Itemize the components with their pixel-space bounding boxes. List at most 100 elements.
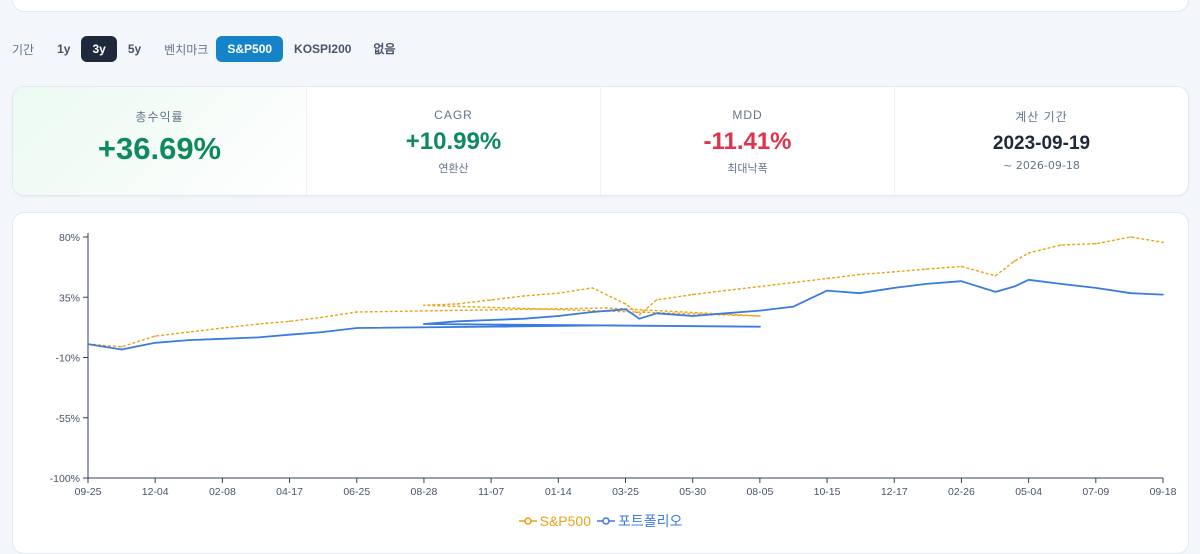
portfolio-point-04-20 <box>1013 285 1016 288</box>
x-tick-label: 09-18 <box>1150 486 1177 498</box>
x-tick-label: 01-14 <box>545 486 572 498</box>
portfolio-point-08-15 <box>1130 292 1132 295</box>
sp500-point-05-04 <box>1027 252 1030 254</box>
sp500-point-01-06 <box>187 331 190 333</box>
y-tick-label: -10% <box>55 353 80 365</box>
legend-marker-portfolio <box>596 517 615 525</box>
sp500-point-12-17 <box>893 271 896 273</box>
total-return-value: +36.69% <box>97 131 222 166</box>
calc-period-title: 계산 기간 <box>1015 110 1068 124</box>
period-5y-button[interactable]: 5y <box>127 42 142 56</box>
calc-period-start: 2023-09-19 <box>992 133 1091 154</box>
sp500-point-07-01 <box>724 289 727 292</box>
legend-label-sp500: S&P500 <box>539 513 591 529</box>
sp500-point-02-08 <box>221 327 224 329</box>
portfolio-point-07-20 <box>605 324 608 327</box>
portfolio-point-10-02 <box>456 320 459 323</box>
portfolio-point-05-20 <box>321 331 323 333</box>
portfolio-point-08-28 <box>423 323 425 325</box>
x-tick-label: 10-15 <box>814 486 841 498</box>
legend-marker-sp500 <box>518 517 537 525</box>
sp500-point-08-05 <box>759 285 761 288</box>
portfolio-point-12-04 <box>154 341 156 344</box>
cagr-value: +10.99% <box>405 128 502 155</box>
sp500-point-12-10 <box>523 295 526 297</box>
sp500-point-08-05 <box>759 315 761 317</box>
sp500-point-09-10 <box>792 281 795 284</box>
sp500-point-08-28 <box>423 304 425 307</box>
legend-item-sp500[interactable]: S&P500 <box>518 511 591 531</box>
portfolio-point-05-04 <box>1027 279 1030 281</box>
total-return-title: 총수익률 <box>135 110 184 124</box>
portfolio-point-05-30 <box>691 315 694 317</box>
portfolio-point-07-09 <box>1095 287 1097 289</box>
mdd-title: MDD <box>732 108 763 122</box>
benchmark-none-button[interactable]: 없음 <box>373 42 396 56</box>
y-tick-label: 35% <box>59 292 80 304</box>
mdd-value: -11.41% <box>703 128 792 155</box>
portfolio-point-03-31 <box>994 291 997 293</box>
x-tick-label: 06-25 <box>343 486 370 498</box>
sp500-point-10-15 <box>826 277 828 280</box>
portfolio-point-04-17 <box>288 333 291 336</box>
portfolio-point-08-05 <box>759 325 761 328</box>
portfolio-point-12-10 <box>523 317 526 320</box>
series-line-portfolio <box>87 278 1164 351</box>
x-tick-label: 08-28 <box>411 486 438 498</box>
y-tick-label: -55% <box>55 413 80 425</box>
sp500-point-08-15 <box>1130 236 1132 238</box>
portfolio-point-07-01 <box>724 312 727 315</box>
x-tick-label: 03-25 <box>612 486 639 498</box>
mdd-sub: 최대낙폭 <box>727 162 768 175</box>
portfolio-point-09-10 <box>792 305 795 308</box>
sp500-point-01-20 <box>925 268 928 270</box>
sp500-point-02-20 <box>591 287 594 289</box>
portfolio-point-06-05 <box>1059 283 1062 285</box>
portfolio-point-09-18 <box>1162 293 1164 296</box>
legend-item-portfolio[interactable]: 포트폴리오 <box>596 511 683 531</box>
period-label: 기간 <box>12 42 35 57</box>
sp500-point-10-02 <box>456 303 459 305</box>
portfolio-point-09-25 <box>87 343 89 345</box>
series-line-sp500 <box>87 236 1164 348</box>
sp500-point-04-17 <box>288 320 291 323</box>
x-tick-label: 12-04 <box>142 486 169 498</box>
calc-period-stat: 계산 기간 2023-09-19 ~ 2026-09-18 <box>895 87 1188 195</box>
sp500-point-09-18 <box>1162 241 1164 244</box>
period-3y-button[interactable]: 3y <box>81 36 117 62</box>
y-tick-label: -100% <box>50 473 80 485</box>
x-tick-label: 02-26 <box>948 486 975 498</box>
sp500-point-04-08 <box>638 313 641 316</box>
portfolio-point-04-25 <box>655 312 658 315</box>
portfolio-point-08-05 <box>759 309 761 312</box>
x-tick-label: 12-17 <box>881 486 908 498</box>
portfolio-point-01-06 <box>187 339 190 341</box>
portfolio-point-03-15 <box>257 336 260 339</box>
portfolio-point-02-20 <box>591 311 594 313</box>
portfolio-point-10-30 <box>120 348 123 351</box>
x-tick-label: 11-07 <box>478 486 504 498</box>
top-card <box>12 0 1189 12</box>
stats-card: 총수익률 +36.69% CAGR +10.99% 연환산 MDD -11.41… <box>12 86 1189 196</box>
portfolio-point-11-07 <box>490 319 492 321</box>
portfolio-point-03-25 <box>624 308 627 311</box>
sp500-point-07-09 <box>1095 242 1097 245</box>
portfolio-point-01-20 <box>925 283 928 285</box>
x-tick-label: 05-04 <box>1015 486 1042 498</box>
legend-label-portfolio: 포트폴리오 <box>617 513 683 529</box>
benchmark-kospi200-button[interactable]: KOSPI200 <box>294 42 352 56</box>
sp500-point-06-25 <box>355 311 358 313</box>
cagr-stat: CAGR +10.99% 연환산 <box>307 87 601 195</box>
calc-period-end: ~ 2026-09-18 <box>1003 159 1080 172</box>
portfolio-point-04-08 <box>638 317 641 320</box>
benchmark-label: 벤치마크 <box>164 42 209 57</box>
sp500-point-11-15 <box>858 273 861 276</box>
x-tick-label: 08-05 <box>746 486 773 498</box>
filter-toolbar: 기간 1y 3y 5y 벤치마크 S&P500 KOSPI200 없음 <box>12 36 407 62</box>
portfolio-point-01-14 <box>557 315 560 317</box>
benchmark-sp500-button[interactable]: S&P500 <box>216 36 284 62</box>
portfolio-point-06-25 <box>355 327 358 329</box>
portfolio-point-02-26 <box>960 280 963 282</box>
period-1y-button[interactable]: 1y <box>57 42 71 56</box>
x-tick-label: 09-25 <box>75 486 102 498</box>
